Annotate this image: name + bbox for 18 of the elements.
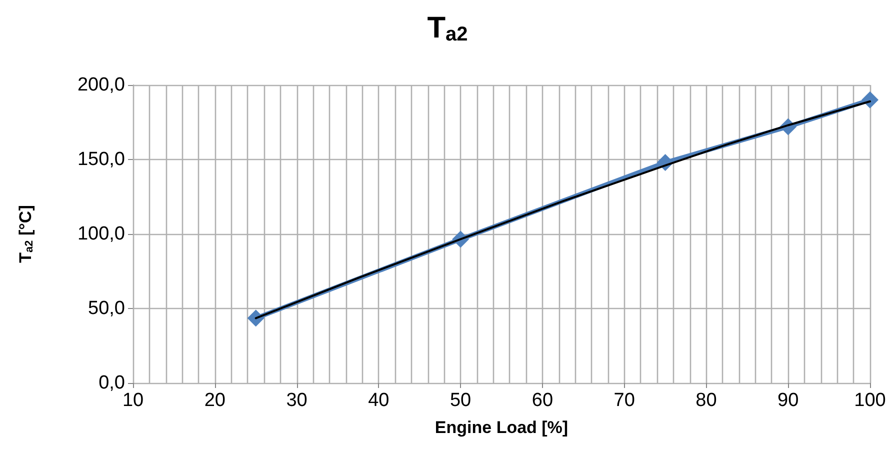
y-tick-label: 50,0	[88, 298, 125, 319]
x-axis-title: Engine Load [%]	[434, 418, 568, 437]
point	[862, 91, 878, 108]
x-tick-label: 50	[450, 390, 472, 411]
x-tick-label: 70	[614, 390, 635, 411]
y-tick-label: 100,0	[77, 224, 125, 244]
x-tick-label: 40	[368, 390, 390, 411]
y-tick-label: 200,0	[77, 74, 125, 96]
x-tick-label: 20	[204, 390, 226, 411]
x-tick-label: 90	[778, 390, 799, 411]
x-tick-label: 60	[532, 390, 554, 411]
x-tick-label: 80	[696, 390, 717, 411]
y-tick-label: 150,0	[77, 149, 125, 170]
y-axis-title: Ta2 [°C]	[16, 205, 36, 263]
x-tick-label: 10	[122, 390, 144, 411]
x-tick-label: 30	[286, 390, 308, 411]
y-tick-label: 0,0	[98, 372, 125, 394]
x-tick-label: 100	[854, 390, 886, 411]
